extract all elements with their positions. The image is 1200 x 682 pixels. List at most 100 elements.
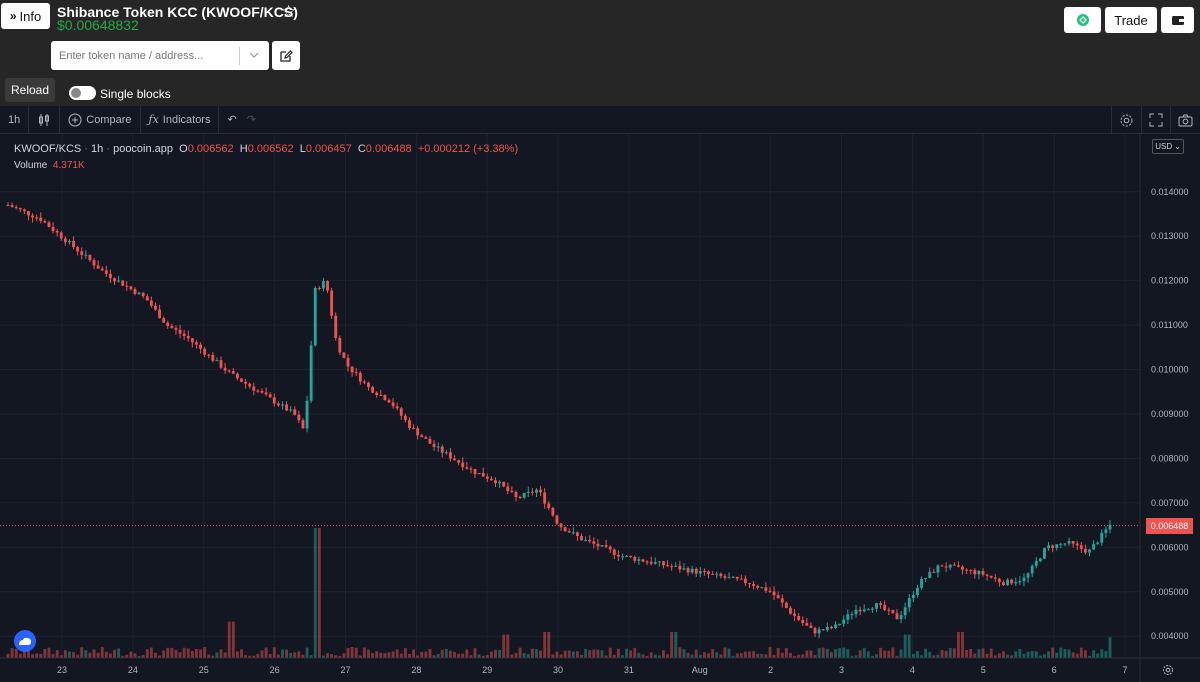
compare-button[interactable]: Compare [60,105,141,134]
candle-body [719,573,723,577]
volume-bar [854,655,858,658]
candle-body [375,392,379,396]
volume-bar [473,648,477,658]
candle-body [440,446,444,453]
wallet-button[interactable] [1161,7,1194,33]
candle-body [543,492,547,504]
network-button[interactable] [1064,7,1101,33]
candle-body [92,260,96,266]
volume-bar [379,652,383,658]
candle-body [477,473,481,475]
time-axis-settings-icon[interactable] [1163,665,1173,675]
candle-body [399,408,403,416]
volume-bar [698,654,702,658]
volume-bar [84,650,88,658]
reload-button[interactable]: Reload [5,78,55,102]
candle-body [84,254,88,256]
candle-body [1002,582,1005,586]
candle-body [907,598,911,608]
interval-button[interactable]: 1h [0,105,30,134]
candle-body [616,554,620,557]
volume-bar [940,649,944,658]
volume-bar [334,655,338,658]
volume-bar [703,652,706,658]
candle-body [162,318,166,323]
chevron-down-icon[interactable] [240,50,268,61]
candle-body [686,568,690,573]
info-button[interactable]: » Info [1,3,50,29]
indicators-button[interactable]: ƒx Indicators [141,105,220,134]
screenshot-button[interactable] [1170,106,1200,134]
volume-bar [489,651,493,658]
legend-close-label: C [357,143,366,155]
candle-body [256,390,260,392]
volume-bar [846,649,850,658]
candle-body [371,386,375,393]
candle-body [22,209,26,212]
volume-bar [1083,650,1087,658]
candle-body [711,573,715,575]
candle-body [289,409,293,411]
candle-body [1096,542,1100,545]
volume-bar [174,649,178,658]
candle-body [633,557,637,561]
settings-button[interactable] [1111,106,1141,134]
candle-body [174,328,178,330]
volume-bar [645,655,649,658]
volume-bar [989,648,993,658]
star-icon[interactable]: ☆ [281,2,297,21]
candle-body [305,400,309,429]
candle-body [580,536,583,541]
redo-icon[interactable]: ↷ [246,114,256,126]
candle-body [944,566,948,568]
candle-body [350,366,354,373]
candle-body [1079,545,1083,549]
candle-style-button[interactable] [29,105,61,134]
token-price: $0.00648832 [57,17,139,33]
volume-bar [969,649,973,658]
fullscreen-button[interactable] [1141,106,1170,134]
candle-body [780,598,784,603]
currency-select[interactable]: USD ⌄ [1152,139,1184,154]
candle-body [39,217,43,222]
volume-bar [211,655,215,658]
volume-bar [178,652,182,658]
volume-bar [616,648,620,658]
single-blocks-toggle[interactable] [69,86,96,100]
single-blocks-label: Single blocks [100,87,171,101]
volume-bar [518,647,522,658]
volume-bar [850,655,854,658]
candle-body [231,371,235,374]
volume-bar [256,653,260,658]
candle-body [969,569,973,571]
edit-icon [280,49,293,62]
volume-bar [346,648,350,658]
volume-bar [305,647,309,658]
candle-body [764,587,768,591]
price-chart[interactable]: 0.014000 0.013000 0.012000 0.011000 0.010000… [0,134,1200,682]
volume-bar [465,649,469,658]
volume-bar [182,647,186,658]
volume-bar [47,647,51,658]
volume-bar [72,652,75,658]
volume-bar [195,648,198,658]
undo-icon[interactable]: ↶ [227,114,237,126]
trade-button[interactable]: Trade [1105,7,1157,33]
volume-bar [813,654,817,658]
token-search-field[interactable] [51,41,269,70]
token-search-input[interactable] [51,49,239,62]
volume-bar [420,651,424,658]
edit-button[interactable] [272,41,300,70]
candle-body [203,348,207,355]
tradingview-logo-icon[interactable] [14,630,36,652]
chart-container[interactable]: 1h Compare ƒx Indicators ↶ ↷ [0,105,1200,682]
volume-bar [498,650,502,658]
volume-bar [1071,652,1075,658]
candle-body [924,577,928,579]
candle-body [571,532,575,534]
volume-bar [240,649,243,658]
volume-bar [997,653,1001,658]
candle-body [420,435,424,438]
volume-bar [711,648,715,658]
volume-bar [301,654,305,658]
